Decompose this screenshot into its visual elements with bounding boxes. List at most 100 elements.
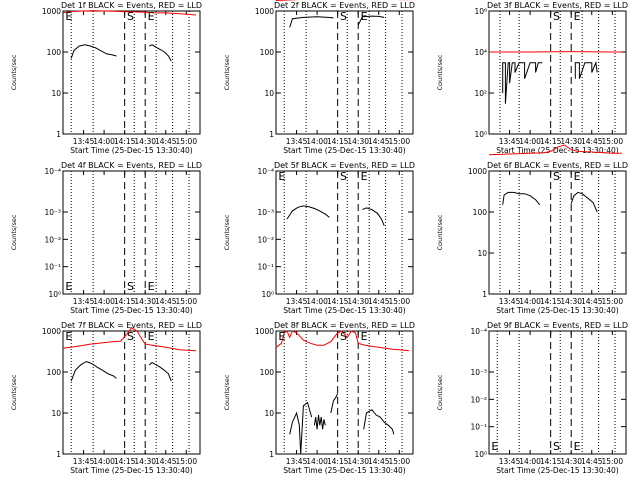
y-tick-label: 10: [51, 409, 61, 418]
y-tick-label: 100: [47, 48, 62, 57]
x-tick-label: 14:00: [93, 137, 115, 146]
events-series-line: [330, 393, 339, 414]
y-tick-label: 100: [260, 368, 275, 377]
x-tick-label: 14:45: [581, 297, 603, 306]
y-tick-label: 1: [269, 450, 274, 459]
y-tick-label: 10⁰: [474, 130, 487, 139]
panel-7: Det 7f BLACK = Events, RED = LLD Counts/s…: [10, 321, 202, 475]
plot-frame: [275, 10, 414, 135]
y-tick-label: 10⁻²: [257, 235, 274, 244]
plot-frame: [275, 330, 414, 455]
y-tick-label: 10: [264, 409, 274, 418]
x-tick-label: 14:00: [519, 297, 541, 306]
y-tick-label: 10: [51, 89, 61, 98]
events-series-line: [70, 44, 117, 59]
lld-series-line: [62, 327, 196, 352]
event-marker-e: E: [574, 440, 581, 453]
panel-4: Det 4f BLACK = Events, RED = LLD Counts/s…: [10, 161, 202, 315]
event-marker-e: E: [361, 330, 368, 343]
y-tick-label: 10⁻¹: [470, 423, 487, 432]
x-tick-label: 13:45: [499, 297, 521, 306]
event-marker-s: S: [553, 440, 560, 453]
y-tick-label: 1000: [468, 167, 487, 176]
event-marker-e: E: [148, 10, 155, 23]
panel-1: Det 1f BLACK = Events, RED = LLD Counts/s…: [10, 1, 202, 155]
panel-2: Det 2f BLACK = Events, RED = LLD Counts/s…: [223, 0, 415, 155]
x-axis-label: Start Time (25-Dec-15 13:30:40): [70, 306, 192, 315]
y-axis-label: Counts/sec: [10, 54, 18, 90]
event-marker-s: S: [340, 330, 347, 343]
x-tick-label: 15:00: [388, 137, 410, 146]
x-axis-label: Start Time (25-Dec-15 13:30:40): [496, 146, 618, 155]
event-marker-e: E: [361, 10, 368, 23]
events-series-line: [357, 15, 385, 26]
events-series-line: [70, 360, 117, 382]
x-tick-label: 14:00: [306, 137, 328, 146]
x-tick-label: 14:15: [327, 137, 349, 146]
panel-title: Det 8f BLACK = Events, RED = LLD: [274, 321, 415, 330]
panel-title: Det 2f BLACK = Events, RED = LLD: [274, 1, 415, 10]
x-tick-label: 14:15: [114, 457, 136, 466]
event-marker-s: S: [553, 10, 560, 23]
event-marker-e: E: [574, 10, 581, 23]
events-series-line: [289, 401, 313, 455]
y-tick-label: 10⁻⁴: [470, 327, 487, 336]
x-tick-label: 14:15: [327, 457, 349, 466]
y-tick-label: 1: [56, 450, 61, 459]
plot-frame: [488, 170, 627, 295]
x-tick-label: 14:30: [134, 297, 156, 306]
y-axis-label: Counts/sec: [436, 214, 444, 250]
x-tick-label: 15:00: [175, 137, 197, 146]
x-tick-label: 13:45: [499, 457, 521, 466]
x-tick-label: 15:00: [175, 297, 197, 306]
panel-6: Det 6f BLACK = Events, RED = LLD Counts/s…: [436, 144, 628, 315]
plot-frame: [62, 170, 201, 295]
events-series-line: [148, 362, 172, 382]
y-tick-label: 100: [473, 208, 488, 217]
x-axis-label: Start Time (25-Dec-15 13:30:40): [283, 146, 405, 155]
x-tick-label: 14:00: [519, 137, 541, 146]
x-tick-label: 15:00: [601, 137, 623, 146]
plot-frame: [488, 330, 627, 455]
event-marker-e: E: [65, 10, 72, 23]
y-tick-label: 10⁰: [474, 450, 487, 459]
x-axis-label: Start Time (25-Dec-15 13:30:40): [283, 466, 405, 475]
x-tick-label: 13:45: [73, 137, 95, 146]
panel-title: Det 1f BLACK = Events, RED = LLD: [61, 1, 202, 10]
x-tick-label: 15:00: [388, 297, 410, 306]
x-tick-label: 15:00: [601, 457, 623, 466]
panel-9: Det 9f BLACK = Events, RED = LLD Counts/s…: [436, 321, 628, 475]
x-tick-label: 14:15: [114, 137, 136, 146]
y-axis-label: Counts/sec: [436, 54, 444, 90]
panel-title: Det 7f BLACK = Events, RED = LLD: [61, 321, 202, 330]
y-tick-label: 10⁻⁴: [44, 167, 61, 176]
y-tick-label: 1: [269, 130, 274, 139]
x-tick-label: 13:45: [73, 457, 95, 466]
event-marker-e: E: [65, 330, 72, 343]
y-axis-label: Counts/sec: [436, 374, 444, 410]
y-tick-label: 10²: [474, 89, 487, 98]
lld-series-line: [275, 330, 409, 352]
x-tick-label: 14:15: [540, 457, 562, 466]
x-tick-label: 14:15: [540, 297, 562, 306]
y-axis-label: Counts/sec: [10, 374, 18, 410]
x-tick-label: 14:30: [560, 137, 582, 146]
x-tick-label: 14:45: [155, 297, 177, 306]
panel-3: Det 3f BLACK = Events, RED = LLD Counts/s…: [436, 1, 628, 155]
x-tick-label: 15:00: [601, 297, 623, 306]
y-tick-label: 10⁻²: [44, 235, 61, 244]
y-tick-label: 10: [477, 249, 487, 258]
y-tick-label: 100: [260, 48, 275, 57]
x-tick-label: 14:45: [581, 137, 603, 146]
event-marker-e: E: [148, 280, 155, 293]
event-marker-e: E: [148, 330, 155, 343]
x-tick-label: 13:45: [499, 137, 521, 146]
event-marker-e: E: [65, 280, 72, 293]
x-tick-label: 14:15: [327, 297, 349, 306]
panel-8: Det 8f BLACK = Events, RED = LLD Counts/s…: [223, 321, 415, 475]
y-tick-label: 10⁰: [48, 290, 61, 299]
y-tick-label: 1000: [42, 327, 61, 336]
y-tick-label: 10⁻³: [257, 208, 274, 217]
panel-5: Det 5f BLACK = Events, RED = LLD Counts/s…: [223, 161, 415, 315]
